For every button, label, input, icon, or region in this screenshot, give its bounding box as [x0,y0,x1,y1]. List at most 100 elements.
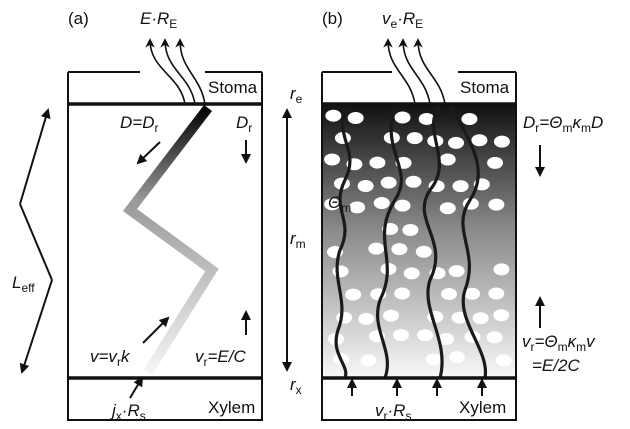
air-space [324,153,340,165]
air-space [349,201,365,213]
air-space [360,354,376,366]
subscript: m [296,237,306,251]
air-space [494,136,510,148]
air-space [488,287,504,299]
subscript: eff [21,281,35,295]
subscript: m [558,340,568,354]
top-flux: ve·RE [382,9,423,31]
d-r: Dr [236,113,252,135]
subscript: E [415,17,423,31]
dr-eq: Dr=ΘmκmD [523,113,603,135]
r-x: rx [290,375,302,397]
stoma-label: Stoma [208,78,258,97]
air-space [471,134,487,146]
air-space [473,312,489,324]
arrow [138,142,160,163]
panel-label: (b) [322,9,343,28]
subscript: e [296,92,303,106]
text-part: L [12,273,21,292]
text-part: Θ [328,193,341,212]
xylem-label: Xylem [459,398,506,417]
air-space [383,310,399,322]
text-part: ·R [122,401,140,420]
r-e: re [290,84,303,106]
text-part: D=D [120,113,154,132]
subscript: s [140,409,146,423]
air-space [453,180,469,192]
r-m: rm [290,229,306,251]
leff-label: Leff [12,273,35,295]
subscript: E [169,17,177,31]
flux-arrow [388,40,415,104]
air-space [493,309,509,321]
figure: (a) E·RE Stoma D=Dr Dr v=vrk vr=E/C jx·R… [0,0,630,429]
bottom-flux: vr·Rs [375,401,411,423]
text-part: =Θ [539,113,562,132]
air-space [449,351,465,363]
air-space [402,224,418,236]
air-space [407,132,423,144]
flux-arrow [150,40,185,104]
air-space [381,177,397,189]
text-part: D [591,113,603,132]
text-part: ·R [397,9,415,28]
air-space [336,312,352,324]
vr-eq: vr=E/C [195,347,246,369]
d-eq: D=Dr [120,113,158,135]
air-space [426,353,442,365]
air-space [358,313,374,325]
air-space [393,329,409,341]
air-space [391,243,407,255]
air-space [345,289,361,301]
vr-eq: vr=Θmκmv [522,332,596,354]
leff-arrow [20,110,48,204]
air-space [461,113,477,125]
jx-label: jx·Rs [110,401,146,423]
text-part: D [236,113,248,132]
arrow [130,378,142,398]
flux-arrow [418,40,445,104]
subscript: m [576,340,586,354]
subscript: s [405,409,411,423]
air-space [440,202,456,214]
text-part: E·R [140,9,169,28]
subscript: x [296,383,302,397]
air-space [441,288,457,300]
air-space [333,265,349,277]
air-space [369,157,385,169]
air-space [374,197,390,209]
air-space [358,180,374,192]
air-space [325,110,341,122]
leaf-box [68,72,262,420]
leff-arrow [20,204,52,280]
air-space [488,199,504,211]
subscript: m [341,201,351,215]
air-space [417,329,433,341]
subscript: m [562,121,572,135]
air-space [395,200,411,212]
text-part: =E/C [208,347,247,366]
top-flux: E·RE [140,9,177,31]
flux-arrow [403,40,430,104]
air-space [416,246,432,258]
air-space [348,112,364,124]
xylem-label: Xylem [208,398,255,417]
text-part: ·R [388,401,406,420]
subscript: r [154,121,158,135]
text-part: v [586,332,596,351]
text-part: =Θ [535,332,558,351]
panel-label: (a) [68,9,89,28]
air-space [395,111,411,123]
air-space [487,331,503,343]
vr-eq2: =E/2C [532,356,580,375]
air-space [449,265,465,277]
path-gradient [130,108,212,372]
text-part: v=v [90,347,118,366]
air-space [487,157,503,169]
air-space [448,137,464,149]
air-space [496,354,512,366]
v-eq: v=vrk [90,347,131,369]
text-part: k [121,347,131,366]
text-part: D [523,113,535,132]
air-space [394,288,410,300]
